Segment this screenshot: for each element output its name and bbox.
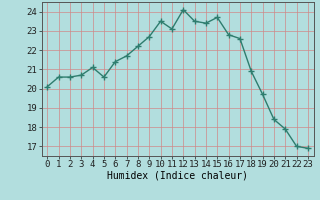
X-axis label: Humidex (Indice chaleur): Humidex (Indice chaleur) <box>107 171 248 181</box>
